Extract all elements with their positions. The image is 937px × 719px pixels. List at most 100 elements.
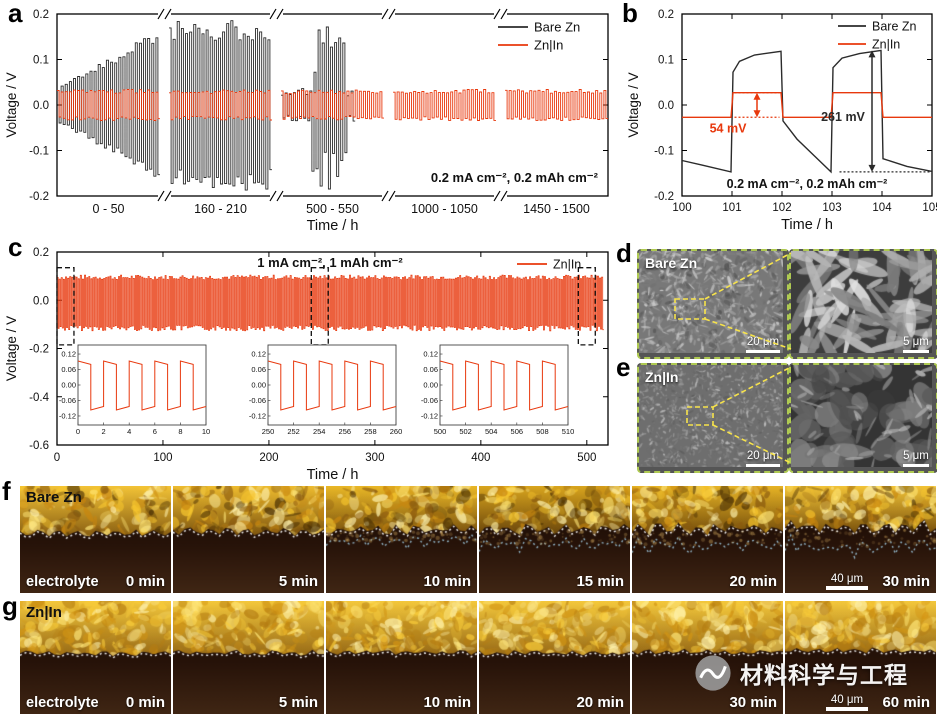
svg-text:4: 4 [127,427,131,436]
scalebar-line [903,464,929,467]
optical-canvas [326,601,477,714]
time-label: 30 min [882,573,930,590]
inset-trace [439,360,569,411]
optical-canvas [20,601,171,714]
svg-text:0 - 50: 0 - 50 [93,202,125,216]
svg-text:1000 - 1050: 1000 - 1050 [411,202,478,216]
scalebar-line [826,586,868,590]
scalebar-line [746,350,780,353]
svg-text:0.00: 0.00 [423,381,438,390]
svg-text:0.00: 0.00 [61,381,76,390]
time-label: 60 min [882,694,930,711]
optical-frame-g-0: Zn|In electrolyte 0 min [20,601,171,714]
panel-letter-a: a [8,0,23,28]
svg-text:-0.6: -0.6 [29,440,49,452]
sem-image-znin-high-mag: 5 μm [789,363,937,473]
time-label: 30 min [729,694,777,711]
optical-frame-f-3: 15 min [479,486,630,593]
scalebar-line [903,350,929,353]
trace-zn-in [393,89,496,121]
time-label: 10 min [423,694,471,711]
svg-text:200: 200 [259,452,278,464]
optical-canvas [785,486,936,593]
svg-text:-0.06: -0.06 [249,396,266,405]
svg-text:0.12: 0.12 [251,350,266,359]
svg-text:400: 400 [471,452,490,464]
scalebar-40um: 40 μm [826,694,868,711]
sem-canvas-znin-high [791,365,932,467]
svg-text:0.00: 0.00 [251,381,266,390]
svg-text:0: 0 [76,427,80,436]
svg-text:504: 504 [485,427,498,436]
svg-text:254: 254 [313,427,326,436]
optical-canvas [479,486,630,593]
watermark: 材料科学与工程 [694,654,908,692]
watermark-logo-icon [695,655,731,691]
optical-frame-f-1: 5 min [173,486,324,593]
electrolyte-label: electrolyte [26,695,99,711]
svg-text:0.06: 0.06 [61,365,76,374]
sem-canvas-bare-zn-high [791,251,932,353]
optical-canvas [479,601,630,714]
watermark-text: 材料科学与工程 [740,662,908,688]
svg-text:0.12: 0.12 [423,350,438,359]
svg-text:54 mV: 54 mV [710,121,747,135]
svg-text:-0.06: -0.06 [421,396,438,405]
time-label: 0 min [125,573,165,590]
trace-bare-zn [681,49,933,174]
time-label: 10 min [423,573,471,590]
sem-image-bare-zn-low-mag: Bare Zn 20 μm [637,249,789,359]
svg-text:258: 258 [364,427,377,436]
optical-frame-g-1: 5 min [173,601,324,714]
svg-text:0.0: 0.0 [33,295,49,307]
svg-text:500: 500 [434,427,447,436]
svg-text:-0.12: -0.12 [59,411,76,420]
svg-text:Zn|In: Zn|In [553,258,581,272]
svg-text:0.2: 0.2 [33,247,49,259]
electrolyte-label: electrolyte [26,574,99,590]
time-label: 0 min [125,694,165,711]
trace-zn-in [281,89,384,121]
panel-letter-e: e [616,352,631,382]
svg-text:252: 252 [287,427,300,436]
chart-panel-a: 0.2 0.1 0.0 -0.1 -0.2 Voltage / V 0 - 50 160 - … [4,8,609,234]
svg-text:1450 - 1500: 1450 - 1500 [523,202,590,216]
optical-canvas [326,486,477,593]
inset-trace [77,360,207,411]
optical-canvas [785,601,936,714]
svg-text:100: 100 [672,202,691,214]
scalebar-text: 40 μm [830,694,864,706]
svg-text:0.1: 0.1 [33,55,49,67]
trace-zn-in [505,89,608,121]
optical-canvas [173,486,324,593]
svg-text:-0.1: -0.1 [654,146,674,158]
time-label: 20 min [576,694,624,711]
svg-text:2: 2 [102,427,106,436]
trace-zn-in [169,89,272,121]
svg-text:-0.06: -0.06 [59,396,76,405]
svg-text:0.0: 0.0 [33,100,49,112]
svg-text:500: 500 [577,452,596,464]
svg-text:0.12: 0.12 [61,350,76,359]
trace-zn-in [57,274,604,332]
scalebar-text: 5 μm [903,450,929,462]
svg-text:Voltage / V: Voltage / V [4,316,19,381]
svg-text:100: 100 [153,452,172,464]
svg-text:Time / h: Time / h [307,467,359,483]
svg-text:Voltage / V: Voltage / V [626,72,641,137]
scalebar-line [826,707,868,711]
scalebar-5um: 5 μm [903,336,929,353]
inset-trace [267,360,397,411]
scalebar-40um: 40 μm [826,573,868,590]
svg-text:101: 101 [722,202,741,214]
optical-canvas [632,486,783,593]
scalebar-text: 20 μm [746,336,780,348]
scalebar-20um: 20 μm [746,336,780,353]
svg-text:104: 104 [872,202,892,214]
svg-text:-0.2: -0.2 [29,191,49,203]
svg-text:502: 502 [459,427,472,436]
svg-text:8: 8 [178,427,182,436]
svg-text:Zn|In: Zn|In [534,38,563,53]
